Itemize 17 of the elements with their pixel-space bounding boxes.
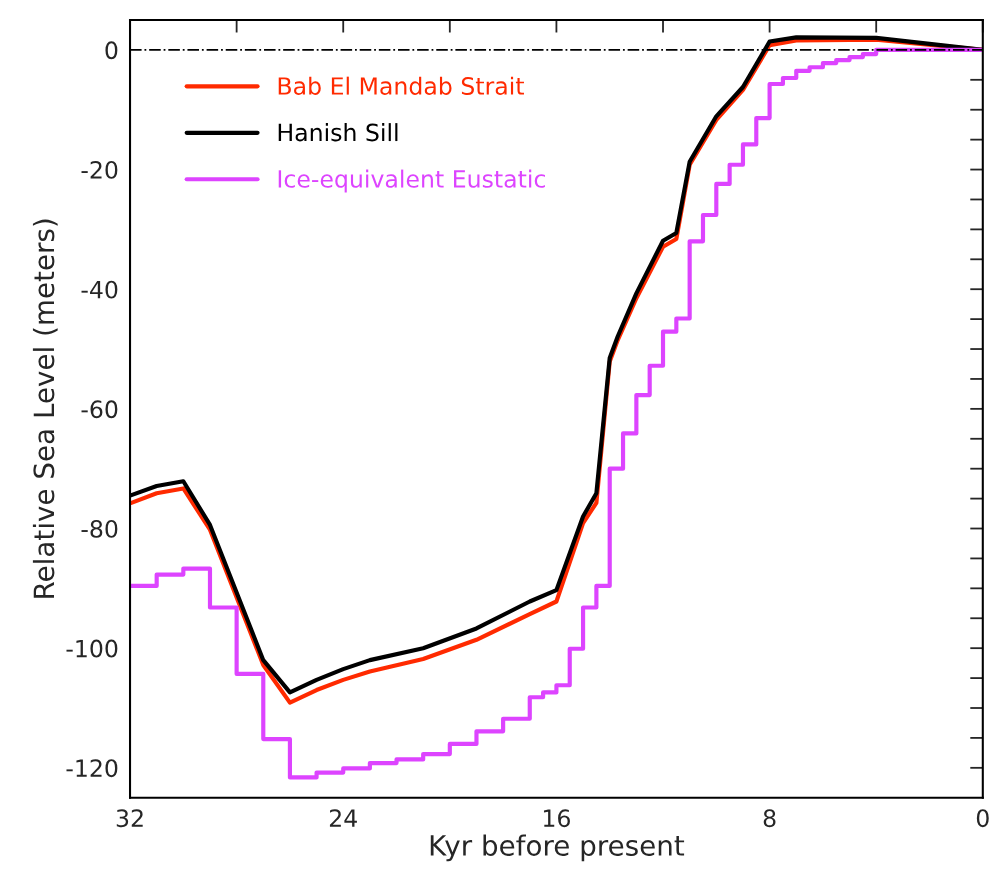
legend-label: Bab El Mandab Strait	[278, 76, 524, 95]
y-tick-label: -100	[66, 639, 118, 658]
legend-label: Ice-equivalent Eustatic	[278, 169, 545, 193]
legend-label: Hanish Sill	[278, 123, 398, 142]
y-axis-title: Relative Sea Level (meters)	[32, 219, 58, 598]
x-axis-title: Kyr before present	[430, 834, 685, 862]
y-tick-label: -20	[81, 161, 118, 179]
x-tick-label: 32	[116, 809, 143, 828]
x-tick-label: 8	[763, 809, 776, 828]
x-tick-label: 0	[976, 809, 989, 828]
y-tick-label: -120	[66, 759, 118, 778]
y-tick-label: -60	[81, 400, 118, 419]
x-tick-label: 24	[329, 809, 357, 827]
x-tick-label: 16	[543, 809, 570, 828]
y-tick-label: -80	[81, 519, 118, 538]
y-tick-label: 0	[105, 41, 118, 60]
y-tick-label: -40	[81, 280, 118, 299]
